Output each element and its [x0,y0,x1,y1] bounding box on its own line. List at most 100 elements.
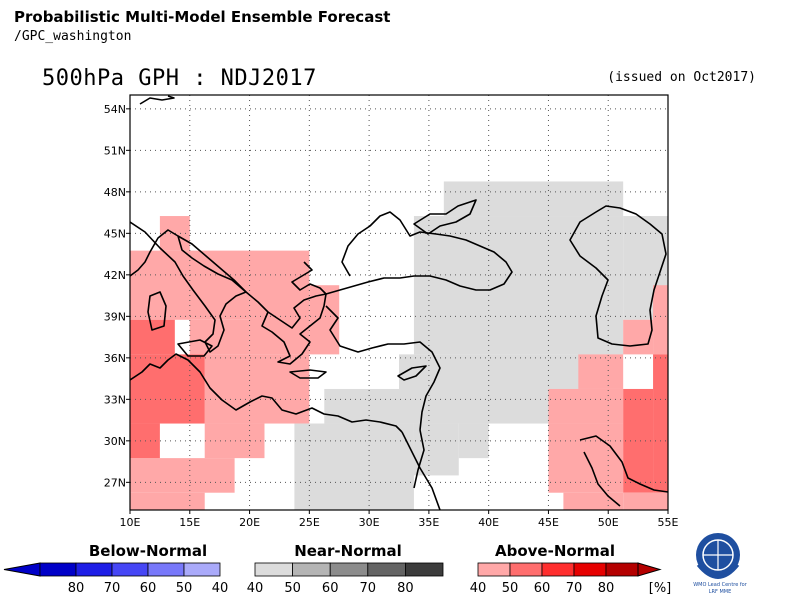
prob-cell-7 [130,458,235,493]
prob-cell-12 [443,181,624,217]
prob-cell-10 [130,354,205,424]
legend-above-swatch-2 [541,562,575,577]
north-fragment [139,95,175,105]
lat-label-33: 33N [104,393,126,406]
lon-label-15: 15E [179,516,200,529]
cyprus [397,365,427,381]
legend-above-tick-2: 60 [534,581,551,596]
legend: Below-Normal Near-Normal Above-Normal 80… [3,542,672,596]
legend-below-swatch-1 [75,562,113,577]
lon-label-40: 40E [478,516,499,529]
legend-below-tick-3: 50 [176,581,193,596]
wmo-logo: WMO Lead Centre for LRF MME [693,533,748,595]
legend-unit: [%] [649,581,672,596]
prob-cell-19 [458,423,489,459]
prob-cell-26 [623,388,654,493]
lat-label-42: 42N [104,269,126,282]
prob-cell-8 [130,492,205,510]
logo-line2: LRF MME [709,589,732,595]
legend-near-label: Near-Normal [294,542,402,560]
turkey-south-coast [325,305,441,431]
sicily [177,339,213,357]
sardinia [147,291,167,331]
prob-cell-24 [548,423,624,493]
legend-above-tick-0: 40 [470,581,487,596]
legend-near-swatch-2 [329,562,369,577]
legend-near-swatch-0 [254,562,293,577]
prob-cell-28 [623,492,668,510]
lat-label-27: 27N [104,476,126,489]
coastlines [130,95,668,510]
legend-near-bar: 40 50 60 70 80 [247,562,444,596]
red-sea-coast [401,431,441,510]
issued-label: (issued on Oct2017) [607,70,756,85]
lon-label-25: 25E [299,516,320,529]
logo-line1: WMO Lead Centre for [693,582,748,588]
legend-near-tick-4: 80 [397,581,414,596]
crete [289,369,327,379]
prob-cell-17 [294,423,414,510]
map-frame [129,94,669,511]
prob-cell-3 [309,285,340,355]
legend-near-swatch-4 [404,562,444,577]
legend-above-swatch-4 [605,562,639,577]
lat-label-48: 48N [104,186,126,199]
legend-near-tick-0: 40 [247,581,264,596]
legend-below-swatch-3 [147,562,185,577]
lon-label-30: 30E [359,516,380,529]
prob-cell-22 [653,285,668,355]
legend-below-tick-1: 70 [104,581,121,596]
prob-cell-18 [413,423,459,476]
legend-above-tick-1: 50 [502,581,519,596]
prob-cell-9 [130,319,175,355]
legend-below-tick-4: 40 [212,581,229,596]
lat-label-39: 39N [104,310,126,323]
legend-near-tick-3: 70 [360,581,377,596]
legend-below-tick-2: 60 [140,581,157,596]
prob-cell-4 [189,319,250,355]
prob-cell-23 [548,388,624,424]
legend-near-swatch-1 [292,562,331,577]
prob-cell-16 [324,388,549,424]
legend-above-bar: 40 50 60 70 80 [470,562,662,596]
persian-gulf-coast [579,435,668,493]
balkans-coast [177,235,327,329]
lat-label-36: 36N [104,352,126,365]
axis-labels: 10E 15E 20E 25E 30E 35E 40E 45E 50E 55E 27N 30N 33N 3… [104,103,679,529]
prob-cell-13 [413,216,624,355]
lon-label-20: 20E [239,516,260,529]
lon-label-55: 55E [658,516,679,529]
legend-above-swatch-0 [477,562,511,577]
legend-below-swatch-2 [111,562,149,577]
legend-above-tick-3: 70 [566,581,583,596]
turkey-coast [325,211,513,295]
italy-coast [130,221,247,353]
lat-label-30: 30N [104,435,126,448]
prob-cell-20 [578,354,624,389]
legend-near-tick-1: 50 [284,581,301,596]
lon-label-10: 10E [120,516,141,529]
prob-cell-15 [399,354,594,389]
legend-above-tick-4: 80 [598,581,615,596]
legend-below-swatch-4 [183,562,221,577]
caspian-coast [569,205,667,347]
crimea [413,199,477,235]
map-subtitle: /GPC_washington [14,29,132,44]
legend-below-arrow [3,562,41,577]
lat-label-51: 51N [104,144,126,157]
prob-cell-27 [653,354,668,493]
product-label: 500hPa GPH : NDJ2017 [42,66,317,91]
legend-below-tick-0: 80 [68,581,85,596]
greece-coast [261,293,327,365]
legend-below-bar: 80 70 60 50 40 [3,562,229,596]
prob-cell-6 [204,423,265,459]
legend-below-label: Below-Normal [89,542,207,560]
legend-near-swatch-3 [367,562,406,577]
legend-above-arrow [637,562,662,577]
map-gridlines [126,95,669,514]
prob-cell-11 [130,423,160,459]
prob-cell-21 [623,319,654,355]
lat-label-54: 54N [104,103,126,116]
sinai-coast [413,429,425,489]
